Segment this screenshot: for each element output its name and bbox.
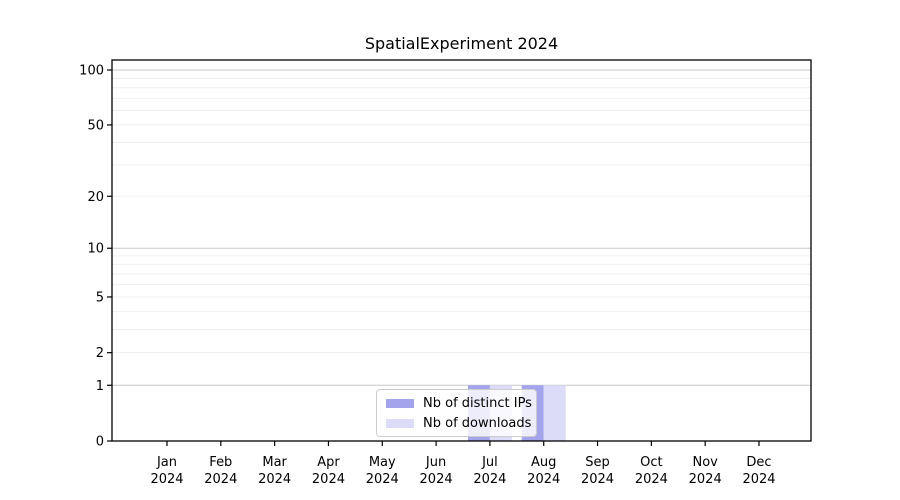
x-axis-tick-label-month: May	[369, 455, 396, 470]
y-axis-tick-label: 2	[96, 346, 104, 361]
x-axis-tick-label-month: Mar	[262, 455, 287, 470]
legend-label-downloads: Nb of downloads	[423, 415, 532, 431]
x-axis-tick-label-year: 2024	[204, 472, 237, 487]
x-axis-tick-label-month: Sep	[585, 455, 610, 470]
x-axis-tick-label-month: Aug	[531, 455, 556, 470]
y-axis-tick-label: 100	[79, 64, 104, 79]
bar-downloads	[543, 385, 566, 441]
x-axis-tick-label-year: 2024	[689, 472, 722, 487]
x-axis-tick-label-month: Dec	[746, 455, 771, 470]
legend-swatch-distinct-ips-icon	[386, 398, 414, 408]
x-axis-tick-label-year: 2024	[635, 472, 668, 487]
x-axis-tick-label-year: 2024	[473, 472, 506, 487]
y-axis-tick-label: 20	[87, 190, 104, 205]
x-axis-tick-label-year: 2024	[742, 472, 775, 487]
x-axis-tick-label-year: 2024	[258, 472, 291, 487]
x-axis-tick-label-year: 2024	[312, 472, 345, 487]
x-axis-tick-label-month: Jun	[425, 455, 446, 470]
x-axis-tick-label-month: Nov	[692, 455, 718, 470]
y-axis-tick-label: 1	[96, 379, 104, 394]
x-axis-tick-label-year: 2024	[150, 472, 183, 487]
y-axis-tick-label: 10	[87, 242, 104, 257]
legend-swatch-downloads-icon	[386, 418, 414, 428]
x-axis-tick-label-year: 2024	[527, 472, 560, 487]
y-axis-tick-label: 0	[96, 435, 104, 450]
x-axis-tick-label-month: Oct	[640, 455, 662, 470]
legend-item-downloads: Nb of downloads	[386, 416, 531, 431]
plot-border	[111, 59, 812, 442]
x-axis-tick-label-year: 2024	[366, 472, 399, 487]
legend-label-distinct-ips: Nb of distinct IPs	[423, 395, 532, 411]
x-axis-tick-label-month: Feb	[209, 455, 232, 470]
chart-legend: Nb of distinct IPs Nb of downloads	[376, 389, 537, 437]
x-axis-tick-label-year: 2024	[420, 472, 453, 487]
x-axis-tick-label-month: Jan	[156, 455, 177, 470]
legend-item-distinct-ips: Nb of distinct IPs	[386, 396, 532, 411]
x-axis-tick-label-month: Apr	[317, 455, 340, 470]
x-axis-tick-label-year: 2024	[581, 472, 614, 487]
x-axis-tick-label-month: Jul	[481, 455, 498, 470]
y-axis-tick-label: 5	[96, 290, 104, 305]
y-axis-tick-label: 50	[87, 118, 104, 133]
chart-title: SpatialExperiment 2024	[364, 34, 559, 53]
